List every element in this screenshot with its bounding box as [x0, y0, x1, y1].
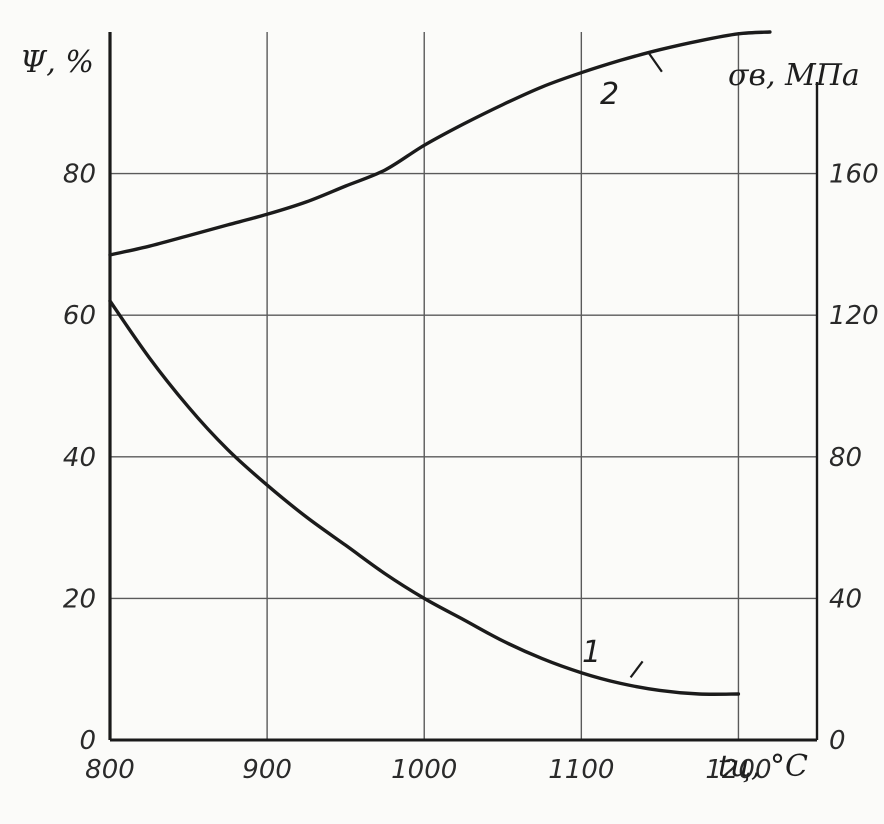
series-2-label: 2 [600, 77, 619, 112]
y-right-tick-label-160: 160 [829, 160, 879, 190]
y-left-tick-label-40: 40 [63, 443, 96, 473]
series-line-1 [108, 299, 741, 696]
x-tick-label-1100: 1100 [548, 755, 614, 785]
series-1-label-leader [629, 660, 644, 679]
x-tick-label-900: 900 [242, 755, 292, 785]
y-right-tick-label-120: 120 [829, 301, 879, 331]
labels: Ψ, % σв, МПа tц, °C 1 2 [20, 45, 860, 784]
y-right-tick-label-80: 80 [829, 443, 862, 473]
grid [110, 32, 817, 740]
axes [108, 32, 819, 742]
x-axis-title: tц, °C [718, 749, 808, 784]
y-left-tick-label-0: 0 [79, 726, 96, 756]
series [108, 30, 772, 696]
y-left-axis-title: Ψ, % [20, 45, 94, 80]
series-2-label-leader [646, 51, 663, 73]
y-left-tick-label-80: 80 [63, 160, 96, 190]
y-right-tick-label-0: 0 [829, 726, 846, 756]
y-right-axis-title: σв, МПа [728, 58, 860, 93]
x-tick-label-1200: 1200 [705, 755, 771, 785]
y-right-tick-label-40: 40 [829, 584, 862, 614]
x-tick-label-800: 800 [85, 755, 135, 785]
y-left-tick-label-20: 20 [63, 584, 96, 614]
x-tick-label-1000: 1000 [391, 755, 457, 785]
y-left-tick-label-60: 60 [63, 301, 96, 331]
series-line-2 [108, 30, 772, 257]
series-1-label: 1 [582, 635, 601, 670]
